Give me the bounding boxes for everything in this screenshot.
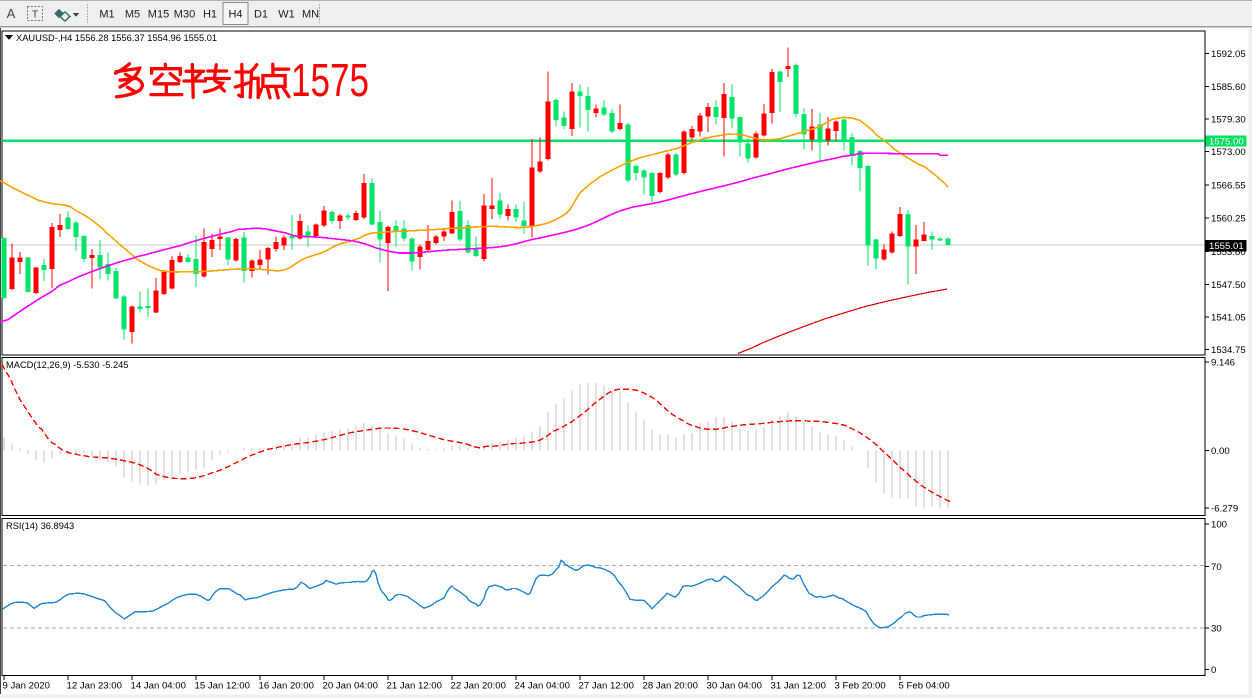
svg-text:3 Feb 20:00: 3 Feb 20:00 [835,681,886,692]
svg-text:0: 0 [1211,665,1216,676]
svg-text:W1: W1 [278,9,295,21]
svg-text:-6.279: -6.279 [1211,503,1238,514]
svg-text:27 Jan 12:00: 27 Jan 12:00 [579,681,634,692]
svg-text:1579.30: 1579.30 [1211,114,1246,125]
svg-text:XAUUSD-,H4 1556.28 1556.37 15: XAUUSD-,H4 1556.28 1556.37 1554.96 1555.… [16,33,217,43]
svg-text:MACD(12,26,9) -5.530 -5.245: MACD(12,26,9) -5.530 -5.245 [6,360,128,370]
svg-text:1592.05: 1592.05 [1211,49,1246,60]
svg-text:1585.60: 1585.60 [1211,82,1246,93]
svg-text:21 Jan 12:00: 21 Jan 12:00 [387,681,442,692]
svg-text:RSI(14) 36.8943: RSI(14) 36.8943 [6,521,74,531]
svg-text:24 Jan 04:00: 24 Jan 04:00 [515,681,570,692]
svg-text:100: 100 [1211,519,1227,530]
svg-text:31 Jan 12:00: 31 Jan 12:00 [771,681,826,692]
svg-text:1555.01: 1555.01 [1209,241,1244,252]
svg-text:28 Jan 20:00: 28 Jan 20:00 [643,681,698,692]
svg-text:9.146: 9.146 [1211,357,1235,368]
svg-text:D1: D1 [254,9,268,21]
svg-text:0.00: 0.00 [1211,446,1230,457]
svg-text:12 Jan 23:00: 12 Jan 23:00 [67,681,122,692]
svg-text:M15: M15 [148,9,169,21]
svg-text:15 Jan 12:00: 15 Jan 12:00 [195,681,250,692]
svg-text:9 Jan 2020: 9 Jan 2020 [3,681,50,692]
svg-text:30 Jan 04:00: 30 Jan 04:00 [707,681,762,692]
svg-text:T: T [32,10,38,21]
svg-text:M30: M30 [174,9,195,21]
svg-text:A: A [7,6,16,21]
svg-text:22 Jan 20:00: 22 Jan 20:00 [451,681,506,692]
svg-text:1553.80: 1553.80 [1211,247,1246,258]
svg-text:5 Feb 04:00: 5 Feb 04:00 [899,681,950,692]
svg-text:30: 30 [1211,623,1222,634]
svg-text:1534.75: 1534.75 [1211,345,1246,356]
svg-text:1541.05: 1541.05 [1211,312,1246,323]
svg-text:H4: H4 [228,9,242,21]
svg-text:MN: MN [302,9,319,21]
svg-text:1560.25: 1560.25 [1211,213,1246,224]
svg-text:1575: 1575 [291,54,369,106]
svg-text:20 Jan 04:00: 20 Jan 04:00 [323,681,378,692]
svg-text:14 Jan 04:00: 14 Jan 04:00 [131,681,186,692]
svg-text:1547.50: 1547.50 [1211,280,1246,291]
svg-text:M5: M5 [125,9,140,21]
svg-text:1566.55: 1566.55 [1211,180,1246,191]
svg-text:M1: M1 [99,9,114,21]
svg-text:1575.00: 1575.00 [1209,136,1244,147]
svg-text:1573.00: 1573.00 [1211,147,1246,158]
svg-text:16 Jan 20:00: 16 Jan 20:00 [259,681,314,692]
svg-text:H1: H1 [203,9,217,21]
svg-text:70: 70 [1211,562,1222,573]
